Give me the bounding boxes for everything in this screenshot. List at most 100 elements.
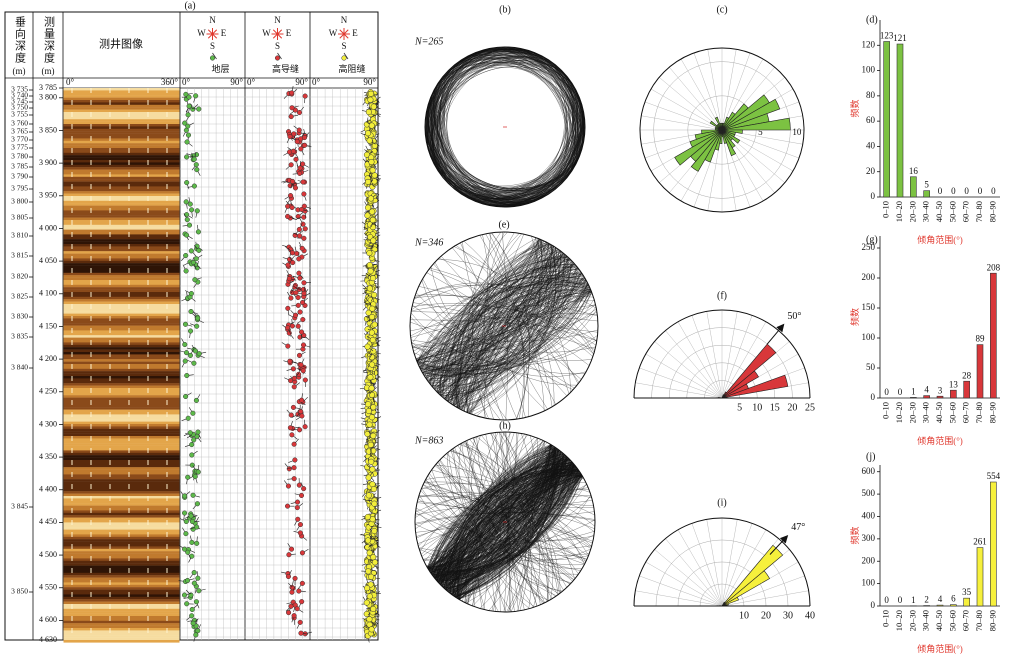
value-label: 0: [938, 186, 943, 196]
tadpole: [189, 613, 195, 619]
log-image-stripe: [63, 239, 180, 242]
tadpole: [195, 429, 201, 435]
log-image-stripe: [63, 476, 180, 480]
great-circle: [431, 265, 577, 387]
great-circle: [443, 455, 566, 589]
tadpole: [364, 204, 372, 211]
tadpole: [183, 518, 189, 525]
tvd-label: 3 805: [11, 213, 28, 222]
tadpole: [291, 131, 297, 137]
md-tick-label: 4 400: [39, 485, 57, 494]
great-circle: [426, 273, 582, 379]
log-image-stripe: [63, 373, 180, 377]
great-circle: [448, 250, 560, 402]
rose-petal: [694, 129, 723, 140]
value-label: 208: [987, 262, 1001, 272]
x-axis-label: 倾角范围(°): [917, 234, 963, 245]
tvd-label: 3 745: [11, 97, 28, 106]
tadpole: [193, 397, 199, 403]
tadpole: [298, 146, 304, 152]
log-image-stripe: [63, 508, 180, 511]
rose-spoke: [721, 321, 767, 399]
great-circle: [420, 282, 588, 378]
log-image-stripe: [63, 92, 180, 96]
log-image-stripe: [63, 366, 180, 369]
tadpole: [300, 317, 306, 323]
md-tick-label: 3 785: [39, 83, 57, 92]
great-circle: [458, 444, 552, 599]
log-image-stripe: [63, 392, 180, 396]
tadpole: [366, 421, 373, 428]
log-image-stripe: [63, 534, 180, 537]
tadpole: [368, 573, 375, 580]
log-image-stripe: [63, 196, 180, 199]
log-image-stripe: [63, 563, 180, 566]
tadpole: [189, 518, 195, 524]
tadpole: [364, 130, 372, 137]
tadpole: [191, 569, 197, 576]
rose-spoke: [721, 315, 753, 399]
tadpole: [365, 568, 372, 575]
great-circle: [416, 290, 592, 362]
tadpole: [369, 167, 376, 174]
tadpole: [299, 580, 305, 586]
log-image-stripe: [63, 212, 180, 216]
log-image-stripe: [63, 119, 180, 122]
log-image-stripe: [63, 121, 180, 125]
log-image-stripe: [63, 498, 180, 501]
great-circle: [415, 293, 593, 359]
x-tick-label: 20–30: [907, 610, 917, 631]
great-circle: [431, 469, 579, 575]
log-image-stripe: [63, 433, 180, 437]
y-tick-label: 400: [862, 511, 876, 521]
tadpole: [301, 191, 307, 197]
great-circle: [467, 54, 569, 198]
tadpole: [296, 588, 302, 594]
log-image-stripe: [63, 270, 180, 273]
great-circle: [432, 468, 578, 576]
tadpole: [190, 106, 196, 112]
stereonet-label: (e): [498, 219, 509, 230]
log-image-stripe: [63, 181, 180, 185]
log-image-stripe: [63, 395, 180, 398]
great-circle: [483, 434, 527, 610]
log-image-stripe: [63, 234, 180, 237]
tadpole: [366, 549, 373, 556]
rose-frame: [633, 309, 811, 399]
dip-scale-left: 0°: [247, 77, 256, 87]
log-image-stripe: [63, 133, 180, 137]
log-image-stripe: [63, 320, 180, 324]
great-circle: [410, 312, 598, 366]
log-image-stripe: [63, 551, 180, 554]
tadpole: [182, 120, 188, 126]
legend-dot: [274, 55, 281, 61]
log-image-stripe: [63, 169, 180, 173]
great-circle: [437, 258, 570, 394]
log-image-stripe: [63, 275, 180, 278]
log-image-stripe: [63, 224, 180, 228]
log-image-stripe: [63, 604, 180, 607]
great-circle: [429, 268, 579, 384]
great-circle: [444, 455, 566, 589]
bar: [963, 597, 970, 607]
bar: [923, 190, 930, 198]
tadpole: [289, 105, 295, 111]
log-image-stripe: [63, 342, 180, 345]
great-circle: [440, 256, 568, 396]
log-image-stripe: [63, 618, 180, 621]
tadpole: [370, 404, 377, 411]
log-image-stripe: [63, 330, 180, 333]
tadpole: [193, 256, 199, 262]
great-circle: [434, 465, 576, 579]
log-image-stripe: [63, 215, 180, 218]
md-tick-label: 4 150: [39, 321, 57, 330]
log-image-stripe: [63, 277, 180, 281]
md-tick-label: 4 100: [39, 289, 57, 298]
log-image-stripe: [63, 380, 180, 384]
compass-star: [207, 29, 218, 39]
great-circle: [442, 254, 565, 398]
great-circle: [432, 468, 578, 576]
value-label: 121: [893, 33, 907, 43]
x-tick-label: 80–90: [987, 201, 997, 222]
log-image-stripe: [63, 361, 180, 365]
